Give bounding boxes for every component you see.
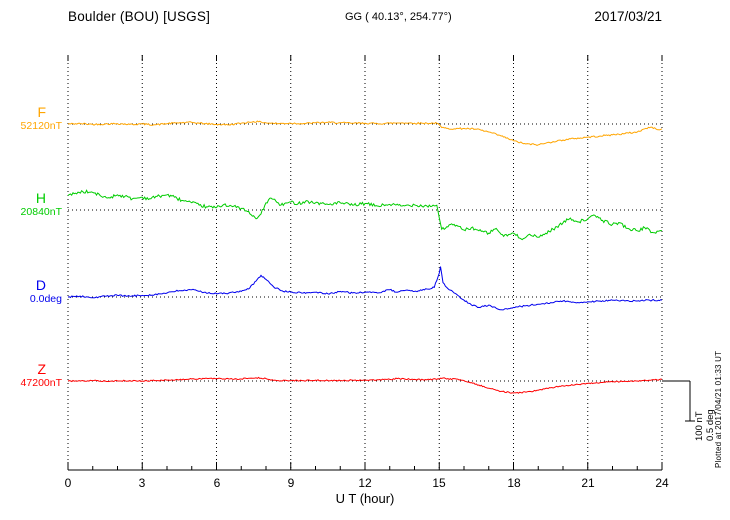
trace-baseline-F: 52120nT — [20, 120, 62, 132]
scale-bar-labels: 100 nT 0.5 deg — [694, 409, 716, 441]
x-tick-label: 6 — [213, 476, 221, 490]
trace-baseline-Z: 47200nT — [20, 377, 62, 389]
trace-letter-D: D — [35, 277, 46, 293]
trace-label-block-Z: Z 47200nT — [2, 361, 62, 389]
trace-label-block-F: F 52120nT — [2, 104, 62, 132]
trace-D — [67, 266, 663, 311]
plotted-at-note: Plotted at 2017/04/21 01:33 UT — [714, 350, 723, 468]
trace-label-block-D: D 0.0deg — [2, 277, 62, 305]
x-tick-label: 15 — [432, 476, 446, 490]
x-tick-label: 24 — [655, 476, 669, 490]
scale-bar-nt-label: 100 nT — [694, 411, 705, 441]
trace-H — [67, 189, 663, 241]
trace-letter-Z: Z — [37, 361, 46, 377]
x-tick-label: 0 — [64, 476, 72, 490]
x-tick-label: 12 — [358, 476, 372, 490]
geographic-coordinates: GG ( 40.13°, 254.77°) — [345, 11, 452, 23]
station-title: Boulder (BOU) [USGS] — [68, 9, 211, 24]
x-tick-label: 3 — [138, 476, 146, 490]
trace-F — [67, 120, 663, 146]
trace-letter-H: H — [35, 190, 46, 206]
trace-baseline-D: 0.0deg — [29, 293, 62, 305]
x-tick-label: 9 — [287, 476, 295, 490]
trace-letter-F: F — [37, 104, 46, 120]
trace-baseline-H: 20840nT — [20, 206, 62, 218]
plot-date: 2017/03/21 — [594, 9, 662, 24]
x-tick-label: 21 — [581, 476, 595, 490]
trace-label-block-H: H 20840nT — [2, 190, 62, 218]
trace-Z — [67, 376, 663, 394]
x-axis-title: U T (hour) — [335, 491, 395, 506]
x-tick-label: 18 — [507, 476, 521, 490]
